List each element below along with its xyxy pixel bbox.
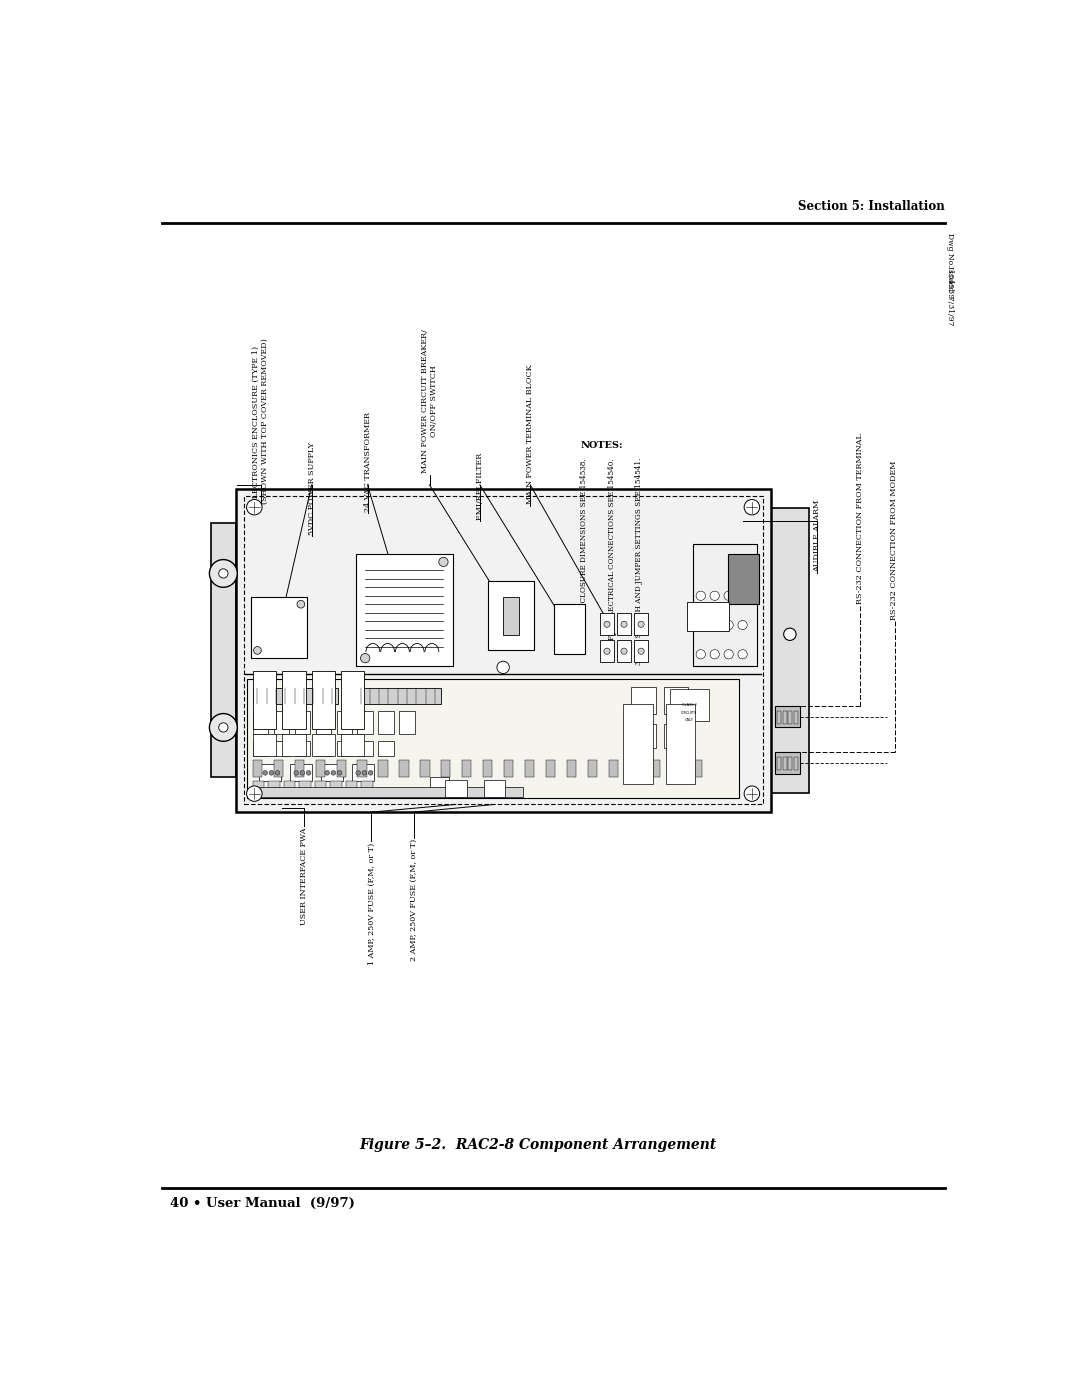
Bar: [253, 711, 268, 735]
Text: EMI/RFI FILTER: EMI/RFI FILTER: [476, 453, 484, 520]
Bar: [273, 711, 289, 735]
Bar: [783, 757, 786, 770]
Bar: [253, 671, 276, 729]
Bar: [608, 760, 618, 777]
Bar: [504, 760, 513, 777]
Circle shape: [738, 620, 747, 630]
Circle shape: [294, 771, 298, 775]
Circle shape: [710, 620, 719, 630]
Text: RS-232 CONNECTION FROM MODEM: RS-232 CONNECTION FROM MODEM: [891, 460, 899, 620]
Bar: [273, 740, 289, 756]
Text: 1 AMP, 250V FUSE (F,M, or T): 1 AMP, 250V FUSE (F,M, or T): [367, 842, 376, 965]
Circle shape: [438, 557, 448, 567]
Bar: [341, 671, 364, 729]
Circle shape: [307, 771, 311, 775]
Bar: [400, 711, 415, 735]
Bar: [352, 764, 374, 781]
Bar: [378, 760, 388, 777]
Circle shape: [738, 591, 747, 601]
Circle shape: [210, 714, 238, 742]
Bar: [617, 613, 631, 636]
Bar: [728, 555, 759, 605]
Bar: [211, 524, 235, 778]
Circle shape: [621, 648, 627, 654]
Bar: [253, 781, 265, 795]
Text: 40 • User Manual  (9/97): 40 • User Manual (9/97): [170, 1197, 354, 1210]
Bar: [778, 711, 781, 724]
Bar: [337, 740, 352, 756]
Bar: [484, 780, 505, 796]
Circle shape: [356, 771, 361, 775]
Bar: [687, 602, 729, 631]
Bar: [488, 581, 535, 651]
Bar: [794, 757, 798, 770]
Circle shape: [784, 629, 796, 640]
Bar: [462, 760, 471, 777]
Bar: [672, 760, 680, 777]
Bar: [341, 735, 364, 756]
Bar: [420, 760, 430, 777]
Circle shape: [254, 647, 261, 654]
Bar: [783, 711, 786, 724]
Circle shape: [325, 771, 329, 775]
Bar: [295, 760, 303, 777]
Bar: [246, 679, 739, 798]
Bar: [253, 689, 338, 704]
Bar: [693, 545, 757, 666]
Circle shape: [638, 622, 644, 627]
Circle shape: [246, 787, 262, 802]
Bar: [794, 711, 798, 724]
Bar: [259, 764, 281, 781]
Bar: [778, 757, 781, 770]
Bar: [650, 760, 660, 777]
Circle shape: [744, 787, 759, 802]
Bar: [314, 781, 326, 795]
Bar: [692, 760, 702, 777]
Text: RS-232 CONNECTION FROM TERMINAL: RS-232 CONNECTION FROM TERMINAL: [855, 433, 864, 605]
Circle shape: [604, 622, 610, 627]
Bar: [291, 764, 312, 781]
Bar: [600, 640, 613, 662]
Bar: [775, 752, 800, 774]
Text: 5VDC POWER SUPPLY: 5VDC POWER SUPPLY: [308, 441, 315, 535]
Bar: [312, 671, 335, 729]
Bar: [631, 686, 656, 714]
Bar: [788, 757, 793, 770]
Circle shape: [638, 648, 644, 654]
Bar: [567, 760, 576, 777]
Circle shape: [210, 560, 238, 587]
Bar: [357, 760, 367, 777]
Bar: [315, 760, 325, 777]
Circle shape: [724, 620, 733, 630]
Circle shape: [724, 591, 733, 601]
Bar: [268, 781, 280, 795]
Bar: [346, 781, 357, 795]
Bar: [357, 740, 373, 756]
Text: 24 VAC TRANSFORMER: 24 VAC TRANSFORMER: [364, 412, 372, 511]
Bar: [400, 760, 408, 777]
Bar: [253, 760, 262, 777]
Bar: [623, 704, 652, 784]
Circle shape: [300, 771, 305, 775]
Circle shape: [697, 591, 705, 601]
Circle shape: [297, 601, 305, 608]
Circle shape: [218, 569, 228, 578]
Bar: [588, 760, 597, 777]
Text: CLASS 2: CLASS 2: [681, 703, 697, 707]
Bar: [282, 671, 306, 729]
Text: Dwg No. 154539: Dwg No. 154539: [946, 233, 955, 298]
Circle shape: [710, 591, 719, 601]
Circle shape: [275, 771, 280, 775]
Text: MAIN POWER CIRCUIT BREAKER/
ON/OFF SWITCH: MAIN POWER CIRCUIT BREAKER/ ON/OFF SWITC…: [421, 330, 438, 474]
Bar: [770, 509, 809, 793]
Text: Figure 5–2.  RAC2-8 Component Arrangement: Figure 5–2. RAC2-8 Component Arrangement: [360, 1137, 717, 1151]
Text: ELECTRONICS ENCLOSURE (TYPE 1)
(SHOWN WITH TOP COVER REMOVED): ELECTRONICS ENCLOSURE (TYPE 1) (SHOWN WI…: [252, 338, 269, 504]
Bar: [445, 780, 467, 796]
Text: Issued  7/31/97: Issued 7/31/97: [946, 267, 955, 326]
Bar: [284, 781, 296, 795]
Bar: [252, 597, 307, 658]
Bar: [600, 613, 613, 636]
Bar: [357, 711, 373, 735]
Bar: [315, 740, 332, 756]
Circle shape: [337, 771, 342, 775]
